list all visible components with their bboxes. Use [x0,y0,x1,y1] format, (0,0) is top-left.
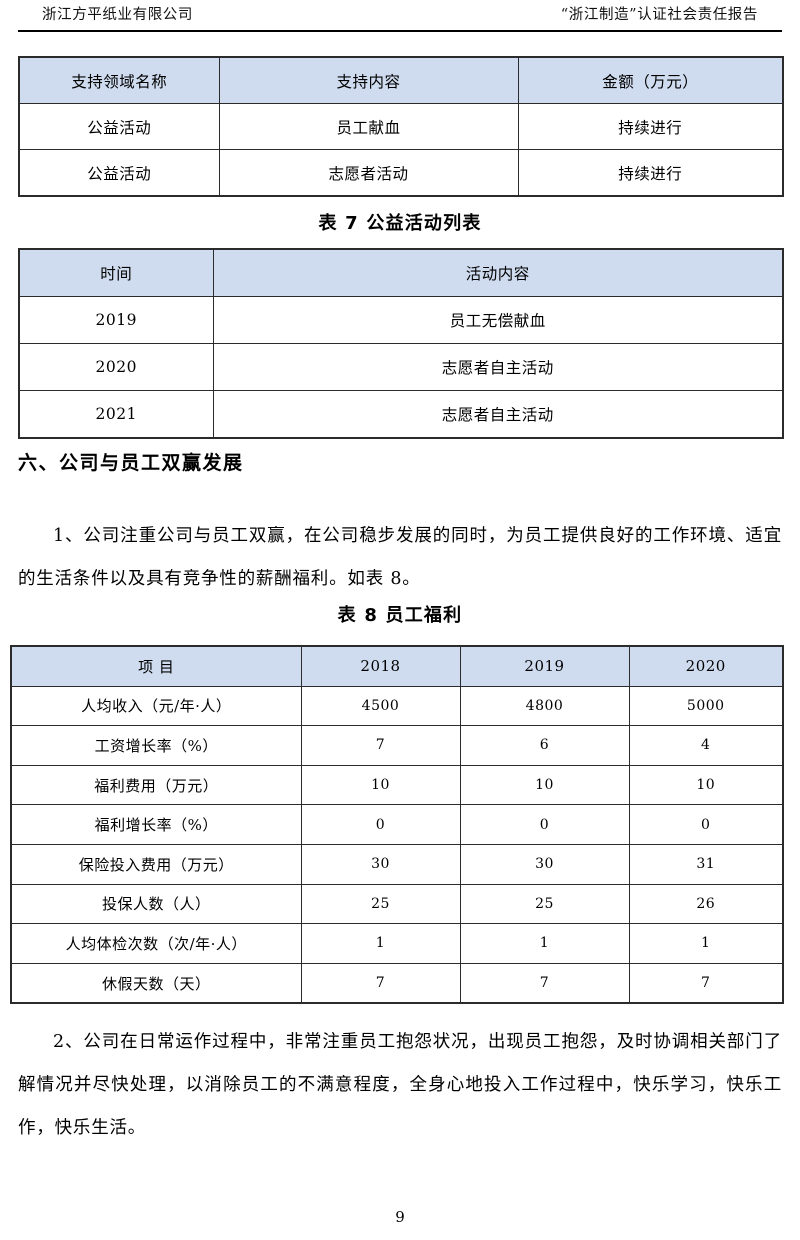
column-header-2020: 2020 [628,644,784,687]
cell-value-2019: 30 [459,843,630,885]
cell-value-2018: 7 [300,725,461,766]
column-header-activity-content: 活动内容 [212,248,784,297]
column-header-item: 项 目 [10,644,302,687]
table-row: 2020 志愿者自主活动 [18,343,784,391]
employee-benefits-table: 项 目 2018 2019 2020 人均收入（元/年·人） 4500 4800… [10,644,784,1005]
section-heading-six: 六、公司与员工双赢发展 [18,452,244,474]
cell-amount: 持续进行 [517,103,784,150]
cell-value-2019: 4800 [459,685,630,727]
header-report-title: “浙江制造”认证社会责任报告 [560,7,758,23]
cell-value-2020: 7 [628,962,784,1005]
cell-value-2020: 4 [628,725,784,766]
cell-value-2018: 1 [300,923,461,964]
table-row: 公益活动 志愿者活动 持续进行 [18,149,784,197]
cell-activity: 员工无偿献血 [212,296,784,344]
table-row: 人均收入（元/年·人） 4500 4800 5000 [10,685,784,727]
cell-year: 2019 [18,296,214,344]
cell-item-label: 人均收入（元/年·人） [10,685,302,727]
cell-year: 2021 [18,390,214,439]
table-row: 2019 员工无偿献血 [18,296,784,344]
table-header-row: 项 目 2018 2019 2020 [10,644,784,687]
public-welfare-activities-table: 时间 活动内容 2019 员工无偿献血 2020 志愿者自主活动 2021 志愿… [18,248,784,439]
column-header-amount: 金额（万元） [517,56,784,104]
table-row: 休假天数（天） 7 7 7 [10,962,784,1005]
cell-item-label: 福利费用（万元） [10,764,302,806]
cell-value-2018: 10 [300,764,461,806]
table-row: 保险投入费用（万元） 30 30 31 [10,843,784,885]
cell-value-2019: 10 [459,764,630,806]
table-header-row: 支持领域名称 支持内容 金额（万元） [18,56,784,104]
table-row: 福利增长率（%） 0 0 0 [10,804,784,845]
cell-value-2020: 5000 [628,685,784,727]
cell-value-2020: 26 [628,883,784,925]
cell-item-label: 投保人数（人） [10,883,302,925]
column-header-time: 时间 [18,248,214,297]
column-header-support-content: 支持内容 [218,56,519,104]
cell-value-2020: 1 [628,923,784,964]
cell-year: 2020 [18,343,214,391]
cell-item-label: 人均体检次数（次/年·人） [10,923,302,964]
cell-support-content: 志愿者活动 [218,149,519,197]
column-header-support-area: 支持领域名称 [18,56,220,104]
table-row: 投保人数（人） 25 25 26 [10,883,784,925]
paragraph-1: 1、公司注重公司与员工双赢，在公司稳步发展的同时，为员工提供良好的工作环境、适宜… [18,525,782,589]
table-row: 2021 志愿者自主活动 [18,390,784,439]
cell-value-2020: 31 [628,843,784,885]
cell-value-2018: 30 [300,843,461,885]
header-company-name: 浙江方平纸业有限公司 [42,7,193,23]
cell-value-2018: 0 [300,804,461,845]
cell-activity: 志愿者自主活动 [212,390,784,439]
cell-item-label: 休假天数（天） [10,962,302,1005]
table-row: 工资增长率（%） 7 6 4 [10,725,784,766]
running-header: 浙江方平纸业有限公司 “浙江制造”认证社会责任报告 [42,6,758,32]
page-number: 9 [395,1208,405,1226]
table-7-caption: 表 7 公益活动列表 [318,213,482,234]
cell-support-area: 公益活动 [18,103,220,150]
cell-value-2019: 6 [459,725,630,766]
column-header-2018: 2018 [300,644,461,687]
cell-value-2019: 1 [459,923,630,964]
cell-value-2018: 4500 [300,685,461,727]
cell-amount: 持续进行 [517,149,784,197]
table-row: 公益活动 员工献血 持续进行 [18,103,784,150]
cell-activity: 志愿者自主活动 [212,343,784,391]
cell-support-content: 员工献血 [218,103,519,150]
cell-support-area: 公益活动 [18,149,220,197]
cell-item-label: 保险投入费用（万元） [10,843,302,885]
column-header-2019: 2019 [459,644,630,687]
table-header-row: 时间 活动内容 [18,248,784,297]
support-areas-table: 支持领域名称 支持内容 金额（万元） 公益活动 员工献血 持续进行 公益活动 志… [18,56,784,197]
cell-value-2018: 7 [300,962,461,1005]
cell-value-2019: 25 [459,883,630,925]
cell-value-2020: 0 [628,804,784,845]
cell-value-2019: 0 [459,804,630,845]
cell-item-label: 工资增长率（%） [10,725,302,766]
cell-item-label: 福利增长率（%） [10,804,302,845]
table-8-caption: 表 8 员工福利 [337,605,463,626]
table-row: 人均体检次数（次/年·人） 1 1 1 [10,923,784,964]
header-divider-rule [18,30,782,32]
cell-value-2020: 10 [628,764,784,806]
paragraph-2: 2、公司在日常运作过程中，非常注重员工抱怨状况，出现员工抱怨，及时协调相关部门了… [18,1031,782,1138]
cell-value-2019: 7 [459,962,630,1005]
table-row: 福利费用（万元） 10 10 10 [10,764,784,806]
cell-value-2018: 25 [300,883,461,925]
